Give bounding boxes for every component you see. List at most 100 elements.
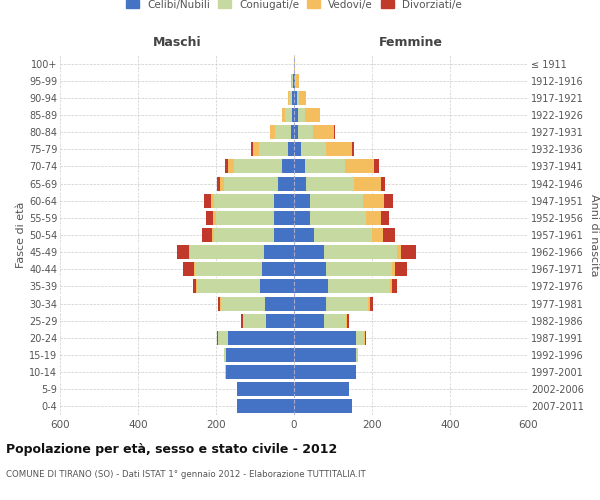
- Bar: [305, 160, 345, 173]
- Bar: [214, 194, 274, 207]
- Bar: [385, 194, 393, 207]
- Bar: [307, 176, 354, 190]
- Bar: [225, 365, 226, 379]
- Bar: [238, 400, 294, 413]
- Bar: [294, 194, 310, 207]
- Bar: [189, 245, 190, 259]
- Bar: [176, 245, 189, 259]
- Bar: [244, 314, 266, 328]
- Bar: [211, 194, 214, 207]
- Bar: [374, 160, 379, 173]
- Bar: [289, 91, 292, 105]
- Bar: [356, 331, 364, 345]
- Bar: [288, 91, 289, 105]
- Bar: [294, 245, 325, 259]
- Bar: [292, 108, 294, 122]
- Bar: [325, 314, 346, 328]
- Legend: Celibi/Nubili, Coniugati/e, Vedovi/e, Divorziati/e: Celibi/Nubili, Coniugati/e, Vedovi/e, Di…: [122, 0, 466, 14]
- Bar: [291, 125, 294, 139]
- Bar: [298, 125, 313, 139]
- Bar: [356, 348, 358, 362]
- Bar: [294, 211, 310, 225]
- Bar: [294, 262, 326, 276]
- Bar: [195, 262, 262, 276]
- Bar: [284, 108, 292, 122]
- Bar: [368, 296, 370, 310]
- Bar: [238, 382, 294, 396]
- Bar: [242, 314, 244, 328]
- Bar: [347, 314, 349, 328]
- Bar: [392, 280, 397, 293]
- Bar: [326, 262, 392, 276]
- Bar: [225, 160, 228, 173]
- Bar: [228, 160, 234, 173]
- Bar: [294, 160, 305, 173]
- Bar: [370, 296, 373, 310]
- Bar: [397, 245, 401, 259]
- Bar: [294, 280, 328, 293]
- Bar: [218, 331, 228, 345]
- Bar: [354, 176, 380, 190]
- Bar: [224, 348, 226, 362]
- Bar: [401, 245, 416, 259]
- Bar: [294, 142, 301, 156]
- Bar: [294, 91, 297, 105]
- Bar: [253, 142, 259, 156]
- Bar: [259, 142, 288, 156]
- Bar: [380, 176, 385, 190]
- Bar: [278, 176, 294, 190]
- Bar: [212, 228, 214, 242]
- Bar: [217, 331, 218, 345]
- Bar: [372, 228, 383, 242]
- Bar: [295, 74, 296, 88]
- Bar: [213, 211, 216, 225]
- Bar: [281, 108, 284, 122]
- Bar: [365, 331, 366, 345]
- Bar: [328, 280, 390, 293]
- Bar: [202, 228, 212, 242]
- Bar: [288, 142, 294, 156]
- Bar: [293, 74, 294, 88]
- Bar: [206, 211, 213, 225]
- Bar: [310, 211, 366, 225]
- Bar: [363, 194, 385, 207]
- Bar: [234, 160, 281, 173]
- Bar: [226, 348, 294, 362]
- Y-axis label: Anni di nascita: Anni di nascita: [589, 194, 599, 276]
- Bar: [294, 365, 356, 379]
- Bar: [270, 125, 275, 139]
- Bar: [294, 56, 295, 70]
- Bar: [326, 142, 352, 156]
- Bar: [260, 280, 294, 293]
- Bar: [366, 211, 380, 225]
- Bar: [194, 262, 195, 276]
- Bar: [314, 228, 372, 242]
- Bar: [203, 194, 211, 207]
- Bar: [190, 245, 263, 259]
- Bar: [294, 228, 314, 242]
- Bar: [294, 382, 349, 396]
- Text: Femmine: Femmine: [379, 36, 443, 49]
- Text: COMUNE DI TIRANO (SO) - Dati ISTAT 1° gennaio 2012 - Elaborazione TUTTITALIA.IT: COMUNE DI TIRANO (SO) - Dati ISTAT 1° ge…: [6, 470, 366, 479]
- Bar: [226, 365, 294, 379]
- Bar: [294, 176, 307, 190]
- Bar: [292, 74, 293, 88]
- Bar: [299, 91, 307, 105]
- Bar: [344, 160, 374, 173]
- Bar: [274, 228, 294, 242]
- Bar: [221, 296, 265, 310]
- Bar: [294, 296, 326, 310]
- Bar: [294, 400, 352, 413]
- Bar: [220, 176, 224, 190]
- Bar: [274, 194, 294, 207]
- Bar: [196, 280, 197, 293]
- Y-axis label: Fasce di età: Fasce di età: [16, 202, 26, 268]
- Bar: [228, 331, 294, 345]
- Bar: [294, 348, 356, 362]
- Bar: [281, 160, 294, 173]
- Bar: [390, 280, 392, 293]
- Bar: [193, 280, 196, 293]
- Bar: [241, 314, 242, 328]
- Bar: [291, 74, 292, 88]
- Bar: [197, 280, 260, 293]
